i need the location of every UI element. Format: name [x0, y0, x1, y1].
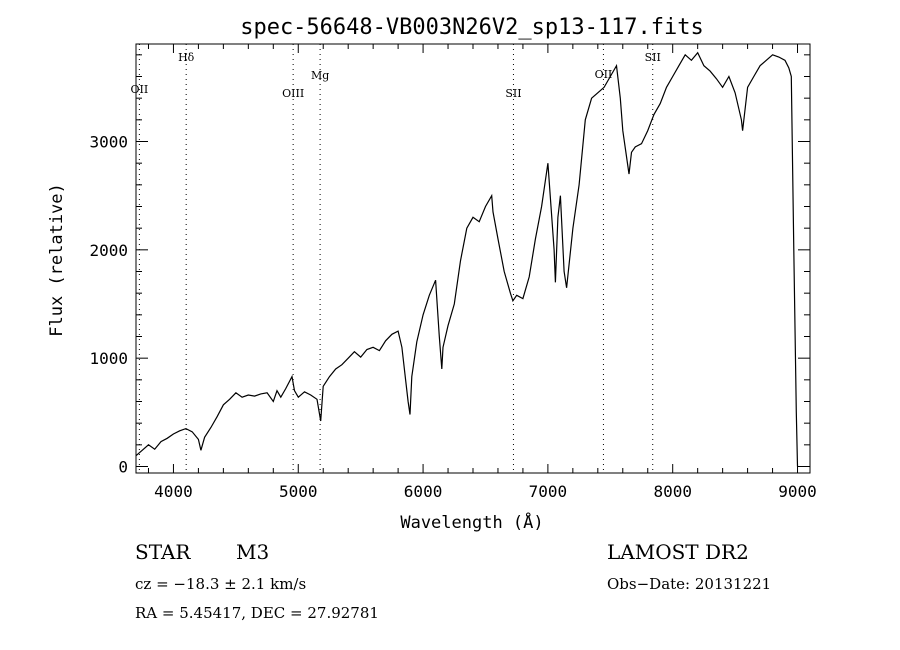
object-class: M3: [236, 540, 270, 564]
x-tick-label: 8000: [653, 482, 692, 501]
y-tick-label: 2000: [89, 241, 128, 260]
marker-line-label: OII: [131, 83, 149, 96]
marker-line-label: Mg: [311, 69, 329, 82]
redshift-velocity: cz = −18.3 ± 2.1 km/s: [135, 575, 307, 593]
x-tick-label: 4000: [154, 482, 193, 501]
y-tick-label: 0: [118, 458, 128, 477]
y-tick-label: 1000: [89, 349, 128, 368]
plot-axes: 4000 5000 6000 7000 8000 9000 0 1000 2000 3000: [89, 43, 817, 501]
x-tick-label: 5000: [279, 482, 318, 501]
x-axis-label: Wavelength (Å): [400, 511, 543, 533]
marker-line-label: OII: [595, 68, 613, 81]
sky-coordinates: RA = 5.45417, DEC = 27.92781: [135, 604, 379, 622]
x-tick-label: 7000: [529, 482, 568, 501]
y-tick-label: 3000: [89, 133, 128, 152]
chart-title: spec-56648-VB003N26V2_sp13-117.fits: [240, 15, 704, 40]
marker-line-label: SII: [645, 51, 661, 64]
spectrum-line: [135, 51, 799, 467]
marker-line-label: Hδ: [178, 51, 195, 64]
x-tick-label: 6000: [404, 482, 443, 501]
survey-name: LAMOST DR2: [607, 540, 749, 564]
marker-line-label: SII: [505, 87, 521, 100]
marker-line-label: OIII: [282, 87, 304, 100]
spectrum-series: [135, 51, 799, 467]
plot-frame: [135, 43, 811, 474]
observation-date: Obs−Date: 20131221: [607, 575, 772, 593]
object-type: STAR: [135, 540, 191, 564]
emission-line-markers: OII Hδ OIII Mg SII OII SII: [131, 44, 661, 473]
y-axis-label: Flux (relative): [47, 183, 67, 337]
x-tick-label: 9000: [778, 482, 817, 501]
